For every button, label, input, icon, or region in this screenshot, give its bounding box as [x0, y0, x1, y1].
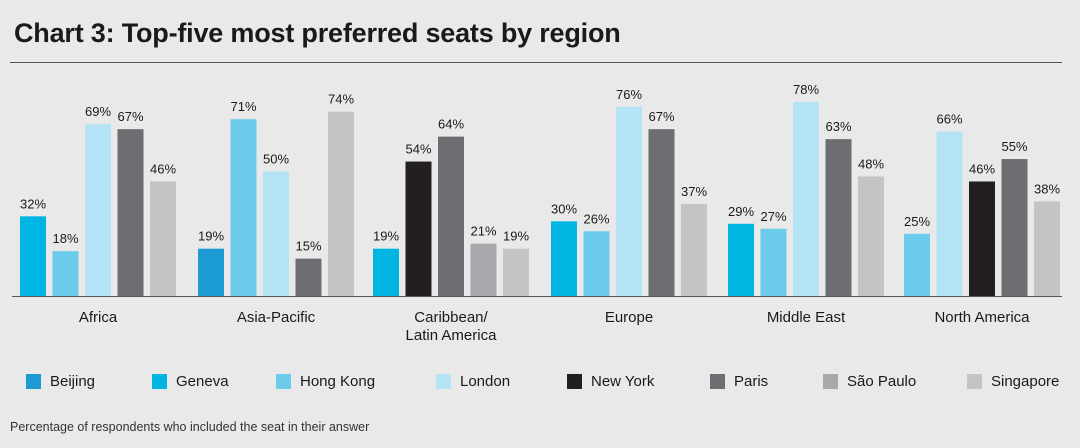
legend-swatch — [967, 374, 982, 389]
legend-label: Geneva — [176, 373, 229, 390]
bar-value-label: 30% — [551, 201, 577, 216]
bar-value-label: 19% — [373, 229, 399, 244]
bar-value-label: 29% — [728, 204, 754, 219]
bar-value-label: 74% — [328, 92, 354, 107]
legend-label: Singapore — [991, 373, 1060, 390]
bar-europe-singapore — [681, 203, 707, 296]
chart-title: Chart 3: Top-five most preferred seats b… — [14, 18, 621, 48]
bar-asia-pacific-beijing — [198, 248, 224, 296]
bar-value-label: 55% — [1001, 139, 1027, 154]
bar-value-label: 25% — [904, 214, 930, 229]
bar-value-label: 21% — [470, 224, 496, 239]
bar-value-label: 32% — [20, 196, 46, 211]
bar-africa-geneva — [20, 216, 46, 296]
region-label: Caribbean/Latin America — [406, 309, 498, 344]
bar-asia-pacific-singapore — [328, 111, 354, 297]
region-label: North America — [934, 309, 1030, 326]
legend-label: London — [460, 373, 511, 390]
bar-value-label: 50% — [263, 152, 289, 167]
legend-swatch — [823, 374, 838, 389]
legend-label: São Paulo — [847, 373, 917, 390]
bar-value-label: 48% — [858, 156, 884, 171]
legend-label: Beijing — [50, 373, 96, 390]
bar-europe-london — [616, 106, 642, 296]
legend-swatch — [710, 374, 725, 389]
bar-asia-pacific-london — [263, 171, 289, 296]
legend-swatch — [152, 374, 167, 389]
bar-value-label: 69% — [85, 104, 111, 119]
bar-north-america-singapore — [1034, 201, 1060, 296]
bar-value-label: 19% — [503, 229, 529, 244]
legend-swatch — [436, 374, 451, 389]
bar-north-america-london — [936, 131, 963, 296]
bar-north-america-paris — [1001, 159, 1028, 296]
bar-value-label: 67% — [117, 109, 143, 124]
bar-caribbean-latin-america-geneva — [373, 248, 399, 296]
bar-value-label: 15% — [295, 239, 321, 254]
bar-middle-east-paris — [825, 139, 852, 296]
bar-value-label: 27% — [760, 209, 786, 224]
bar-caribbean-latin-america-s-o-paulo — [470, 243, 497, 296]
bar-europe-geneva — [551, 221, 577, 296]
bar-value-label: 38% — [1034, 181, 1060, 196]
bar-asia-pacific-hong-kong — [230, 119, 257, 297]
bar-value-label: 64% — [438, 117, 464, 132]
bar-caribbean-latin-america-singapore — [503, 248, 529, 296]
region-label: Africa — [79, 309, 118, 326]
bar-caribbean-latin-america-new-york — [405, 161, 432, 296]
bar-value-label: 26% — [583, 211, 609, 226]
bar-north-america-hong-kong — [904, 233, 930, 296]
bar-africa-paris — [117, 129, 144, 296]
bar-middle-east-hong-kong — [760, 228, 787, 296]
legend-label: Paris — [734, 373, 769, 390]
bar-value-label: 76% — [616, 87, 642, 102]
bar-value-label: 63% — [825, 119, 851, 134]
bar-value-label: 54% — [405, 142, 431, 157]
bar-caribbean-latin-america-paris — [438, 136, 464, 296]
bar-value-label: 78% — [793, 82, 819, 97]
bar-value-label: 66% — [936, 112, 962, 127]
bar-value-label: 19% — [198, 229, 224, 244]
legend-label: Hong Kong — [300, 373, 376, 390]
chart-footnote: Percentage of respondents who included t… — [10, 420, 370, 434]
bar-middle-east-london — [793, 101, 819, 296]
bar-africa-singapore — [150, 181, 176, 296]
bar-middle-east-geneva — [728, 223, 754, 296]
bar-value-label: 37% — [681, 184, 707, 199]
bar-value-label: 18% — [52, 231, 78, 246]
legend-swatch — [26, 374, 41, 389]
bar-middle-east-singapore — [858, 176, 884, 296]
legend-swatch — [567, 374, 582, 389]
bar-chart: 32% 18% 69% 67% 46% Africa 19% 71% 50% 15% 74% Asia… — [12, 82, 1062, 344]
bar-north-america-new-york — [969, 181, 995, 296]
title-divider — [10, 62, 1062, 63]
chart-legend: Beijing Geneva Hong Kong London New York Pari… — [26, 372, 1066, 392]
bar-africa-london — [85, 124, 111, 296]
legend-swatch — [276, 374, 291, 389]
region-label: Middle East — [767, 309, 846, 326]
bar-africa-hong-kong — [52, 251, 79, 296]
region-label: Europe — [605, 309, 653, 326]
bar-europe-paris — [648, 129, 675, 296]
region-label: Asia-Pacific — [237, 309, 316, 326]
legend-label: New York — [591, 373, 655, 390]
bar-value-label: 46% — [150, 161, 176, 176]
bar-value-label: 46% — [969, 161, 995, 176]
bar-europe-hong-kong — [583, 231, 610, 296]
bar-asia-pacific-paris — [295, 258, 322, 296]
bar-value-label: 67% — [648, 109, 674, 124]
bar-value-label: 71% — [230, 99, 256, 114]
